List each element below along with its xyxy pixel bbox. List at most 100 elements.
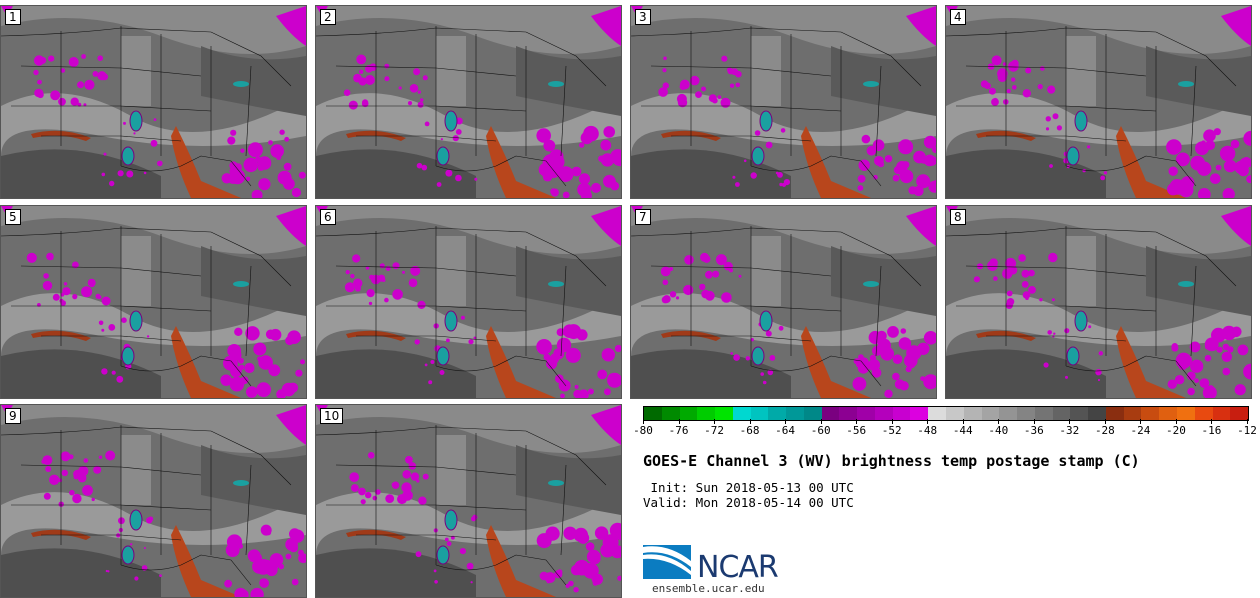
wv-map-icon [946,6,1251,198]
colorbar-swatch [697,407,716,420]
wv-map-icon [1,6,306,198]
colorbar-swatch [1105,407,1124,420]
colorbar-ticks: -80 -76 -72 -68 -64 -60 -56 -52 -48 -44 -40 -36 -32 -… [633,419,1257,449]
colorbar-tick-label: -80 [633,424,653,437]
valid-time: Valid: Mon 2018-05-14 00 UTC [643,495,854,510]
colorbar-swatch [874,407,893,420]
map-panel: 1 [0,5,307,199]
logo-url: ensemble.ucar.edu [652,582,765,595]
colorbar-swatch [1017,407,1035,420]
panel-label: 5 [5,209,21,225]
panel-label: 7 [635,209,651,225]
wv-map-icon [1,405,306,597]
colorbar-tick [1211,419,1213,424]
colorbar-swatch [1088,407,1106,420]
colorbar-swatch [999,407,1018,420]
map-panel: 9 [0,404,307,598]
colorbar-swatch [1194,407,1213,420]
colorbar-tick [891,419,893,424]
colorbar-swatch [1123,407,1142,420]
colorbar-swatch [946,407,964,420]
colorbar-swatch [1212,407,1231,420]
colorbar-swatch [857,407,875,420]
colorbar-tick [998,419,1000,424]
colorbar-tick-label: -60 [810,424,831,437]
colorbar-swatch [661,407,680,420]
colorbar-tick-label: -68 [739,424,760,437]
wv-map-icon [631,6,936,198]
wv-map-icon [631,206,936,398]
colorbar-tick [1104,419,1106,424]
panel-label: 4 [950,9,966,25]
colorbar [643,406,1249,421]
colorbar-swatch [732,407,751,420]
panel-label: 2 [320,9,336,25]
colorbar-tick [643,419,644,424]
wv-map-icon [946,206,1251,398]
colorbar-tick-label: -76 [668,424,689,437]
colorbar-swatch [768,407,787,420]
colorbar-swatch [981,407,1000,420]
wv-map-icon [316,6,621,198]
map-panel: 7 [630,205,937,399]
colorbar-tick [1069,419,1071,424]
ncar-logo-text: NCAR [697,550,779,585]
colorbar-swatch [750,407,769,420]
map-panel: 5 [0,205,307,399]
colorbar-tick-label: -32 [1059,424,1080,437]
colorbar-tick [962,419,964,424]
colorbar-tick-label: -40 [988,424,1009,437]
colorbar-tick-label: -24 [1130,424,1151,437]
colorbar-swatch [803,407,822,420]
colorbar-swatch [892,407,911,420]
colorbar-tick-label: -12 [1237,424,1257,437]
colorbar-swatch [715,407,733,420]
wv-map-icon [1,206,306,398]
colorbar-swatch [679,407,698,420]
colorbar-swatch [928,407,947,420]
wv-map-icon [316,206,621,398]
map-panel: 2 [315,5,622,199]
colorbar-swatch [1052,407,1071,420]
colorbar-tick [820,419,822,424]
colorbar-swatch [910,407,929,420]
colorbar-tick-label: -28 [1094,424,1115,437]
colorbar-tick [678,419,680,424]
colorbar-tick [1175,419,1177,424]
colorbar-swatch [1159,407,1177,420]
map-panel: 8 [945,205,1252,399]
panel-label: 1 [5,9,21,25]
map-panel: 10 [315,404,622,598]
colorbar-swatch [1176,407,1195,420]
init-time: Init: Sun 2018-05-13 00 UTC [643,480,854,495]
colorbar-tick-label: -48 [917,424,938,437]
panel-label: 8 [950,209,966,225]
colorbar-tick [856,419,858,424]
colorbar-swatch [1070,407,1089,420]
colorbar-tick [1033,419,1035,424]
colorbar-tick [749,419,751,424]
colorbar-swatch [1034,407,1053,420]
panel-label: 10 [320,408,344,424]
panel-label: 9 [5,408,21,424]
wv-map-icon [316,405,621,597]
panel-label: 6 [320,209,336,225]
panel-label: 3 [635,9,651,25]
ncar-logo-icon [643,545,691,579]
colorbar-swatch [821,407,840,420]
colorbar-tick-label: -56 [846,424,867,437]
colorbar-tick-label: -64 [775,424,796,437]
colorbar-tick-label: -52 [881,424,902,437]
colorbar-swatch [963,407,982,420]
map-panel: 4 [945,5,1252,199]
colorbar-tick-label: -16 [1201,424,1222,437]
colorbar-tick-label: -72 [704,424,724,437]
plot-title: GOES-E Channel 3 (WV) brightness temp po… [643,452,1140,470]
colorbar-tick [1140,419,1142,424]
colorbar-swatch [1141,407,1160,420]
colorbar-swatch [1230,407,1249,420]
colorbar-tick-label: -36 [1023,424,1044,437]
colorbar-tick [785,419,787,424]
colorbar-tick-label: -44 [952,424,973,437]
colorbar-tick [1247,419,1248,424]
